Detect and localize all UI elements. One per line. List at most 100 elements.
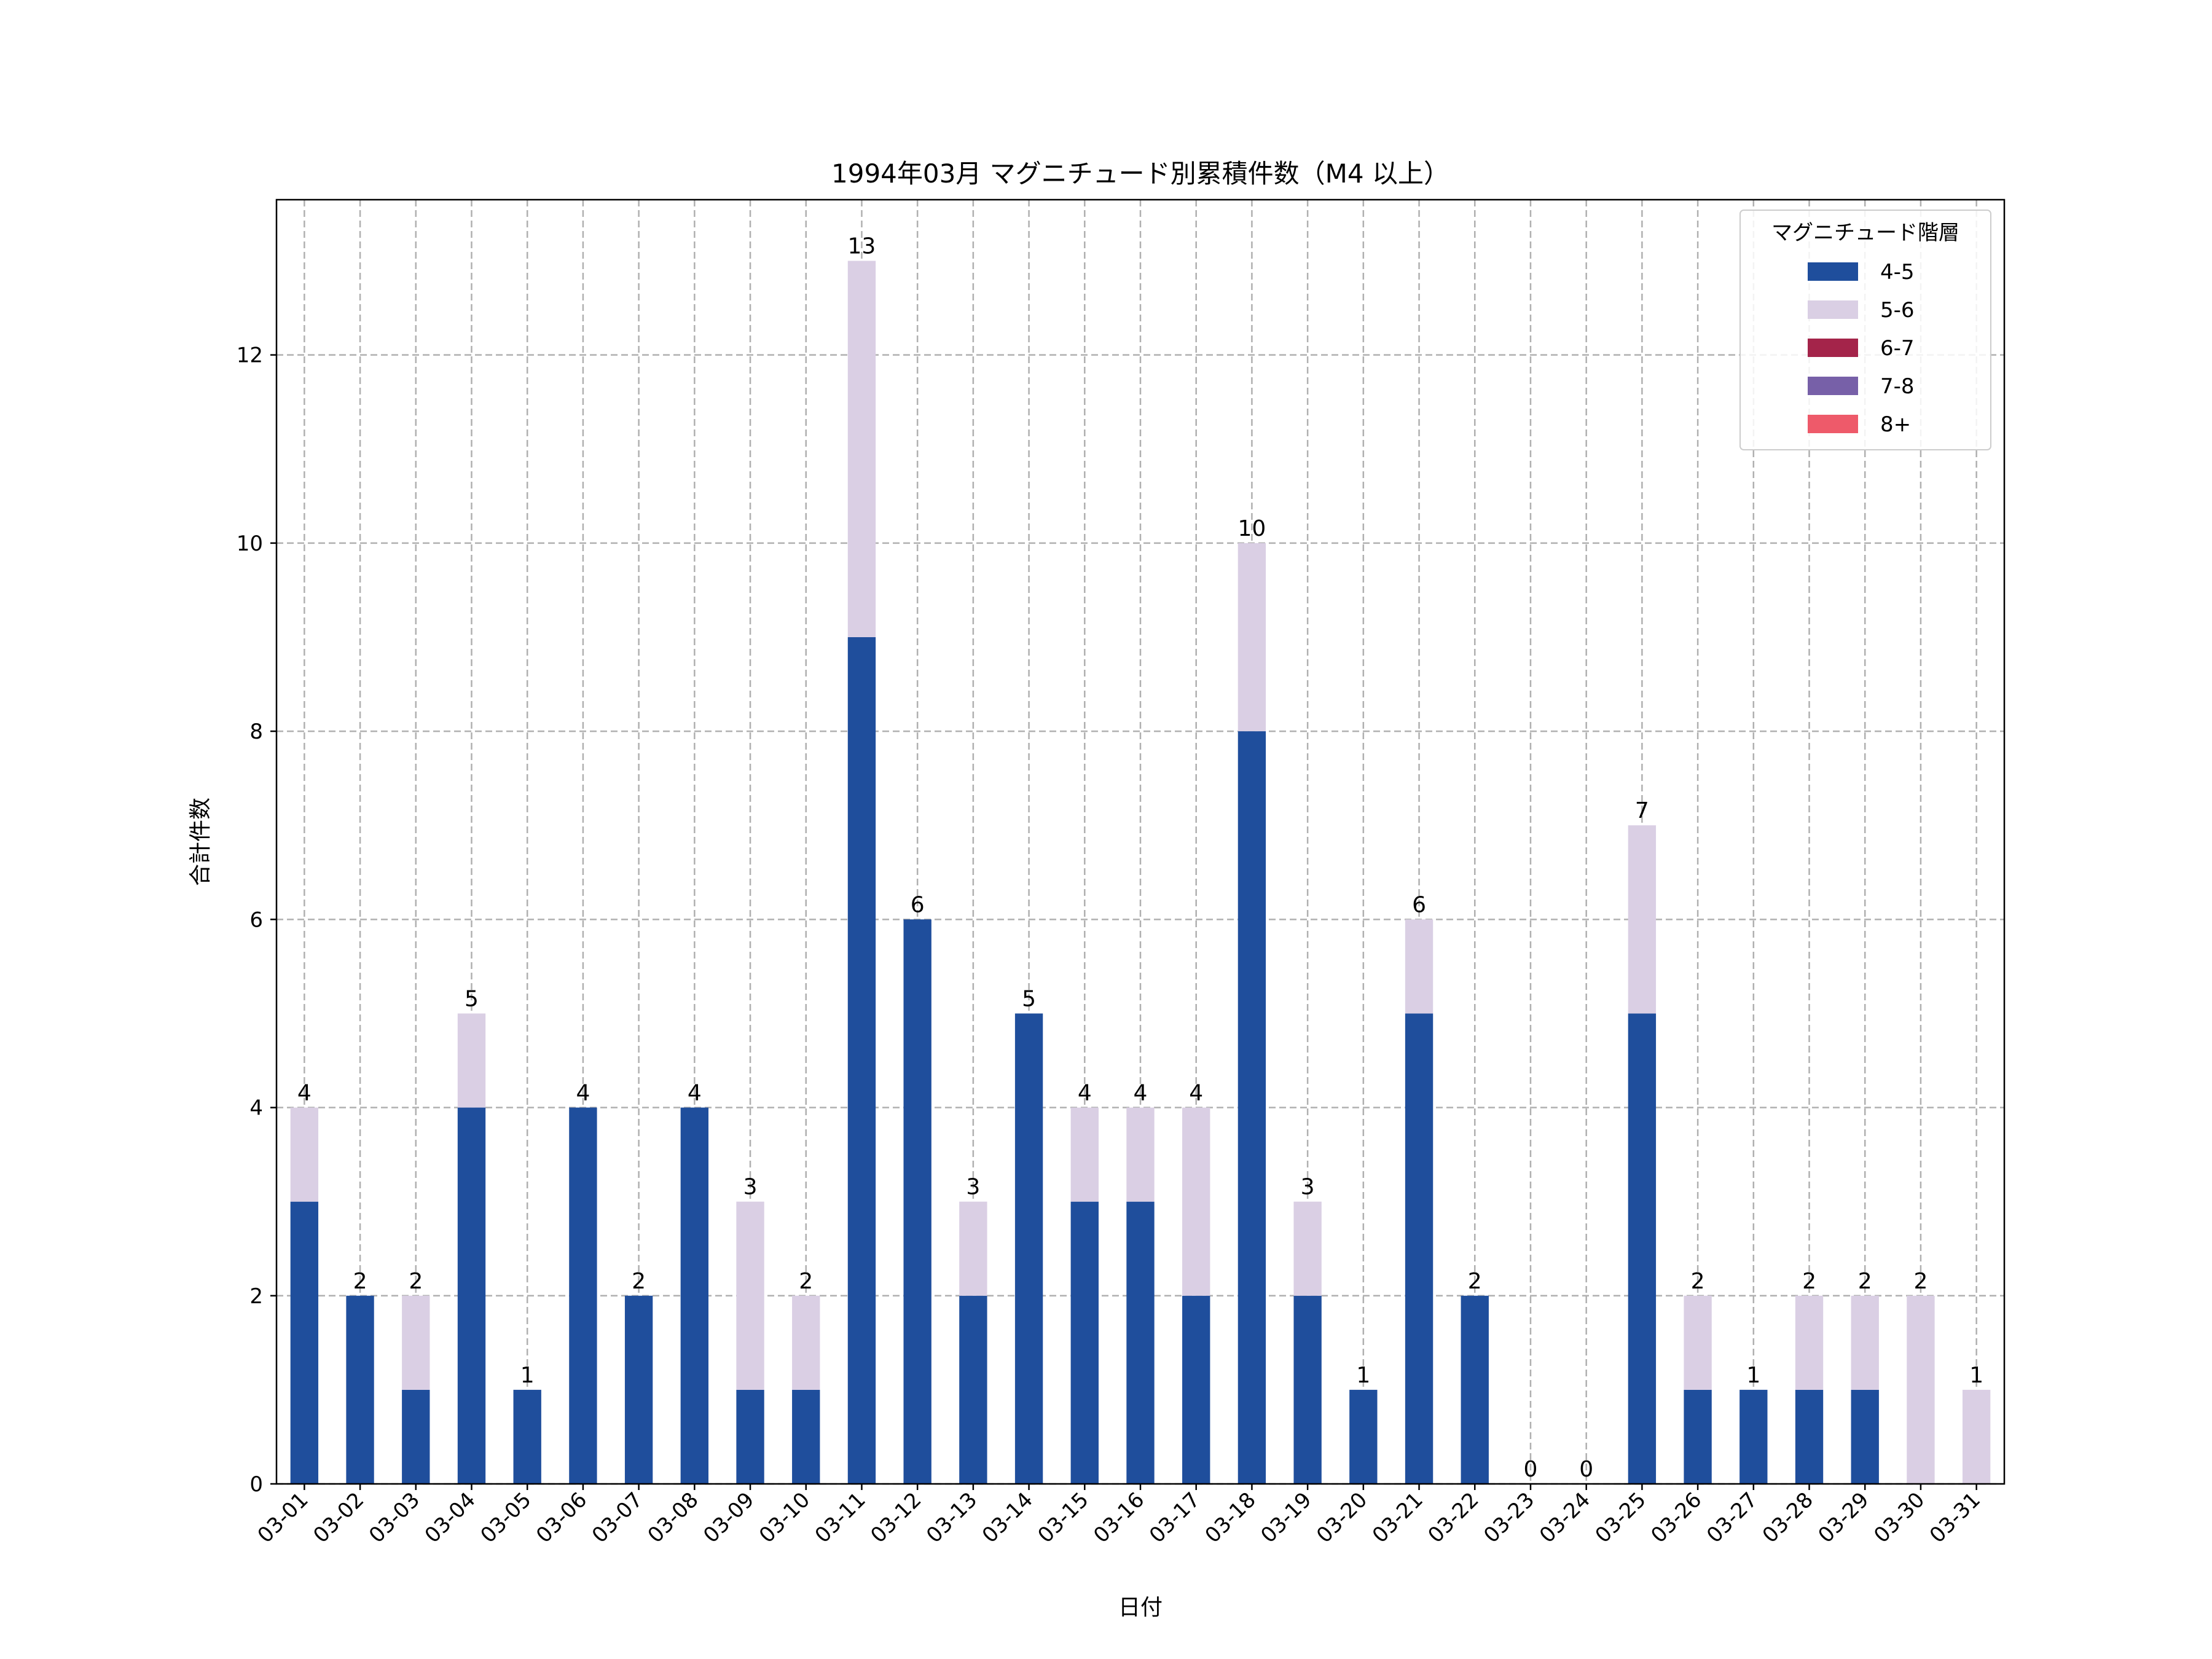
bar-segment <box>1907 1295 1935 1484</box>
bar-segment <box>1795 1295 1824 1390</box>
x-axis-label: 日付 <box>1118 1595 1163 1620</box>
bar-total-label: 0 <box>1524 1457 1538 1482</box>
x-tick-label: 03-15 <box>1033 1488 1094 1548</box>
y-tick-label: 8 <box>249 720 263 744</box>
x-tick-label: 03-17 <box>1145 1488 1205 1548</box>
bar-segment <box>1293 1201 1322 1296</box>
legend-label: 8+ <box>1880 412 1911 437</box>
bar-segment <box>792 1389 820 1484</box>
bar-segment <box>1293 1295 1322 1484</box>
bar-segment <box>1126 1107 1155 1202</box>
x-tick-label: 03-11 <box>810 1488 871 1548</box>
bar-total-label: 4 <box>1134 1081 1148 1106</box>
legend: マグニチュード階層 4-5 5-6 6-7 7-8 8+ <box>1739 210 1991 450</box>
bar-total-label: 2 <box>409 1269 423 1294</box>
bar-segment <box>959 1295 987 1484</box>
x-tick-label: 03-22 <box>1423 1488 1483 1548</box>
bar-segment <box>736 1201 764 1390</box>
bar-segment <box>290 1201 319 1484</box>
bar-total-label: 2 <box>1858 1269 1872 1294</box>
x-tick-label: 03-09 <box>699 1488 759 1548</box>
bar-segment <box>1070 1107 1099 1202</box>
bar-segment <box>1684 1295 1712 1390</box>
bar-segment <box>736 1389 764 1484</box>
bar-total-label: 1 <box>520 1363 535 1388</box>
bar-total-label: 2 <box>1913 1269 1928 1294</box>
bar-segment <box>624 1295 653 1484</box>
x-tick-label: 03-06 <box>531 1488 592 1548</box>
x-tick-label: 03-10 <box>755 1488 815 1548</box>
bar-total-label: 4 <box>688 1081 702 1106</box>
legend-swatch <box>1808 415 1858 433</box>
bar-segment <box>1070 1201 1099 1484</box>
bar-segment <box>1851 1295 1879 1390</box>
bar-segment <box>457 1107 486 1484</box>
bar-segment <box>1795 1389 1824 1484</box>
bar-total-label: 1 <box>1356 1363 1370 1388</box>
x-tick-label: 03-29 <box>1813 1488 1873 1548</box>
axis-ticks: 03-0103-0203-0303-0403-0503-0603-0703-08… <box>237 343 1985 1548</box>
bar-segment <box>1126 1201 1155 1484</box>
bar-total-label: 2 <box>353 1269 367 1294</box>
bar-segment <box>1628 1013 1657 1484</box>
bar-segment <box>959 1201 987 1296</box>
bar-segment <box>847 261 876 637</box>
bar-total-label: 13 <box>848 234 876 259</box>
x-tick-label: 03-08 <box>643 1488 704 1548</box>
x-tick-label: 03-05 <box>476 1488 536 1548</box>
bar-segment <box>402 1295 430 1390</box>
x-tick-label: 03-23 <box>1479 1488 1539 1548</box>
bar-segment <box>1182 1107 1210 1296</box>
x-tick-label: 03-18 <box>1201 1488 1261 1548</box>
bar-segment <box>1237 543 1266 732</box>
bar-total-label: 3 <box>743 1175 758 1200</box>
bar-segment <box>457 1013 486 1108</box>
bar-segment <box>847 637 876 1484</box>
x-tick-label: 03-14 <box>978 1488 1038 1548</box>
bar-total-label: 3 <box>1301 1175 1315 1200</box>
bar-segment <box>1182 1295 1210 1484</box>
y-tick-label: 4 <box>249 1096 263 1121</box>
bar-segment <box>1014 1013 1043 1484</box>
y-axis-label: 合計件数 <box>188 798 213 886</box>
y-tick-label: 10 <box>237 531 263 556</box>
x-tick-label: 03-28 <box>1758 1488 1818 1548</box>
bar-total-label: 7 <box>1635 798 1649 823</box>
bar-total-label: 6 <box>1412 892 1426 917</box>
bar-total-label: 4 <box>1189 1081 1203 1106</box>
legend-label: 6-7 <box>1880 336 1915 361</box>
x-tick-label: 03-19 <box>1256 1488 1316 1548</box>
bar-total-label: 1 <box>1969 1363 1983 1388</box>
legend-label: 7-8 <box>1880 374 1915 399</box>
bar-segment <box>402 1389 430 1484</box>
x-tick-label: 03-27 <box>1702 1488 1762 1548</box>
bar-total-label: 4 <box>1078 1081 1092 1106</box>
y-tick-label: 0 <box>249 1472 263 1497</box>
x-tick-label: 03-03 <box>364 1488 425 1548</box>
x-tick-label: 03-20 <box>1312 1488 1372 1548</box>
bar-segment <box>792 1295 820 1390</box>
bar-segment <box>1461 1295 1489 1484</box>
bar-total-label: 2 <box>799 1269 813 1294</box>
x-tick-label: 03-26 <box>1646 1488 1706 1548</box>
legend-label: 5-6 <box>1880 298 1915 323</box>
bar-segment <box>569 1107 597 1484</box>
x-tick-label: 03-21 <box>1368 1488 1428 1548</box>
bars <box>290 261 1991 1484</box>
bar-segment <box>903 919 931 1484</box>
legend-swatch <box>1808 262 1858 281</box>
x-tick-label: 03-25 <box>1591 1488 1651 1548</box>
bar-segment <box>1739 1389 1768 1484</box>
x-tick-label: 03-13 <box>922 1488 982 1548</box>
bar-segment <box>1405 919 1433 1014</box>
legend-label: 4-5 <box>1880 260 1915 284</box>
bar-total-label: 2 <box>632 1269 646 1294</box>
bar-total-label: 4 <box>297 1081 312 1106</box>
legend-swatch <box>1808 339 1858 357</box>
bar-segment <box>290 1107 319 1202</box>
bar-segment <box>1851 1389 1879 1484</box>
x-tick-label: 03-02 <box>308 1488 369 1548</box>
y-tick-label: 2 <box>249 1284 263 1309</box>
x-tick-label: 03-16 <box>1089 1488 1149 1548</box>
